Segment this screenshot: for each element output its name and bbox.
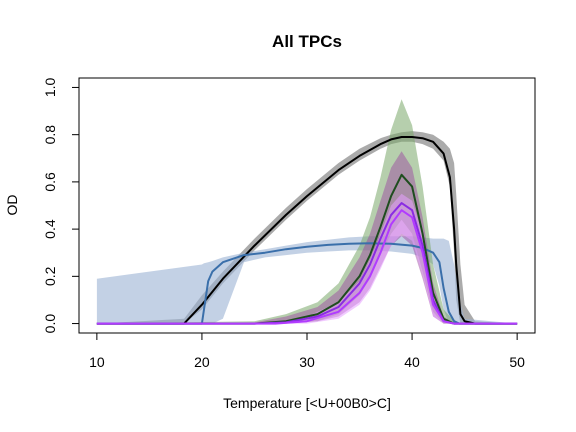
y-tick-label: 0.8 [42,125,58,145]
series-2-line [96,242,518,325]
series-2-band [96,236,518,324]
y-axis-label: OD [4,195,20,216]
x-tick-label: 30 [299,354,315,370]
series-4-line [96,202,518,325]
y-tick-label: 0.0 [42,314,58,334]
y-tick-label: 0.2 [42,266,58,286]
x-tick-label: 20 [194,354,210,370]
series-lines [96,136,518,325]
x-tick-label: 50 [509,354,525,370]
y-axis: 0.0 0.2 0.4 0.6 0.8 1.0 [42,77,80,334]
series-5-line [96,209,518,325]
y-tick-label: 1.0 [42,77,58,97]
series-4-band [96,151,518,324]
series-3-line [96,173,518,325]
confidence-bands [96,99,518,324]
x-axis-label: Temperature [<U+00B0>C] [223,395,391,411]
x-tick-label: 40 [404,354,420,370]
x-axis: 10 20 30 40 50 [89,332,525,370]
y-tick-label: 0.4 [42,219,58,239]
chart-title: All TPCs [272,32,342,51]
x-tick-label: 10 [89,354,105,370]
series-5-band [96,193,518,324]
series-3-band [96,99,518,324]
series-1-line [96,136,518,325]
y-tick-label: 0.6 [42,172,58,192]
